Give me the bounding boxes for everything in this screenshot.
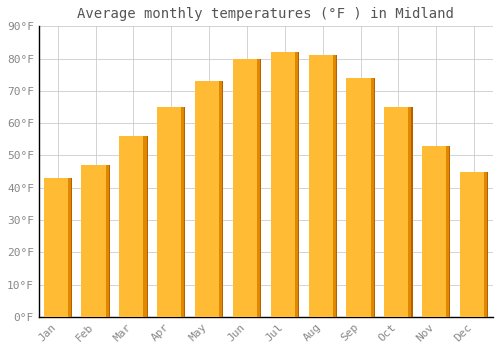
Bar: [308, 55, 332, 317]
Bar: [487, 172, 488, 317]
Bar: [106, 165, 110, 317]
Bar: [257, 58, 261, 317]
Title: Average monthly temperatures (°F ) in Midland: Average monthly temperatures (°F ) in Mi…: [78, 7, 454, 21]
Bar: [370, 78, 375, 317]
Bar: [422, 146, 446, 317]
Bar: [332, 55, 337, 317]
Bar: [460, 172, 484, 317]
Bar: [181, 107, 186, 317]
Bar: [384, 107, 408, 317]
Bar: [222, 81, 224, 317]
Bar: [260, 58, 261, 317]
Bar: [157, 107, 181, 317]
Bar: [119, 136, 144, 317]
Bar: [298, 52, 299, 317]
Bar: [219, 81, 224, 317]
Bar: [233, 58, 257, 317]
Bar: [484, 172, 488, 317]
Bar: [446, 146, 450, 317]
Bar: [336, 55, 337, 317]
Bar: [346, 78, 370, 317]
Bar: [408, 107, 412, 317]
Bar: [374, 78, 375, 317]
Bar: [108, 165, 110, 317]
Bar: [44, 178, 68, 317]
Bar: [184, 107, 186, 317]
Bar: [146, 136, 148, 317]
Bar: [144, 136, 148, 317]
Bar: [295, 52, 299, 317]
Bar: [71, 178, 72, 317]
Bar: [68, 178, 72, 317]
Bar: [82, 165, 106, 317]
Bar: [195, 81, 219, 317]
Bar: [270, 52, 295, 317]
